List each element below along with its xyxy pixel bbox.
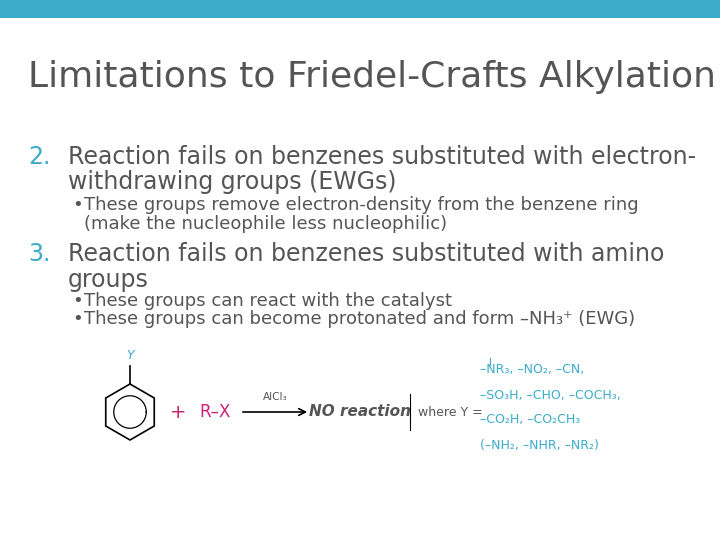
Text: (–NH₂, –NHR, –NR₂): (–NH₂, –NHR, –NR₂) bbox=[480, 438, 599, 451]
Text: •: • bbox=[72, 310, 83, 328]
Text: R–X: R–X bbox=[199, 403, 230, 421]
Text: 3.: 3. bbox=[28, 242, 50, 266]
Text: Reaction fails on benzenes substituted with electron-: Reaction fails on benzenes substituted w… bbox=[68, 145, 696, 169]
Text: (make the nucleophile less nucleophilic): (make the nucleophile less nucleophilic) bbox=[84, 215, 447, 233]
Text: NO reaction: NO reaction bbox=[309, 404, 411, 420]
Text: These groups remove electron-density from the benzene ring: These groups remove electron-density fro… bbox=[84, 196, 639, 214]
Text: •: • bbox=[72, 292, 83, 310]
Text: Limitations to Friedel-Crafts Alkylation: Limitations to Friedel-Crafts Alkylation bbox=[28, 60, 716, 94]
Text: These groups can become protonated and form –NH₃⁺ (EWG): These groups can become protonated and f… bbox=[84, 310, 635, 328]
Bar bbox=[0, 0, 720, 18]
Text: Y: Y bbox=[126, 349, 134, 362]
Text: where Y =: where Y = bbox=[418, 406, 482, 419]
FancyArrowPatch shape bbox=[243, 409, 305, 415]
Text: –SO₃H, –CHO, –COCH₃,: –SO₃H, –CHO, –COCH₃, bbox=[480, 388, 621, 402]
Text: groups: groups bbox=[68, 268, 149, 292]
Text: 2.: 2. bbox=[28, 145, 50, 169]
Text: –NR₃, –NO₂, –CN,: –NR₃, –NO₂, –CN, bbox=[480, 363, 584, 376]
Text: These groups can react with the catalyst: These groups can react with the catalyst bbox=[84, 292, 452, 310]
Text: withdrawing groups (EWGs): withdrawing groups (EWGs) bbox=[68, 170, 397, 194]
Text: Reaction fails on benzenes substituted with amino: Reaction fails on benzenes substituted w… bbox=[68, 242, 665, 266]
Text: –CO₂H, –CO₂CH₃: –CO₂H, –CO₂CH₃ bbox=[480, 414, 580, 427]
Text: +: + bbox=[170, 402, 186, 422]
Text: •: • bbox=[72, 196, 83, 214]
Text: AlCl₃: AlCl₃ bbox=[263, 392, 287, 402]
